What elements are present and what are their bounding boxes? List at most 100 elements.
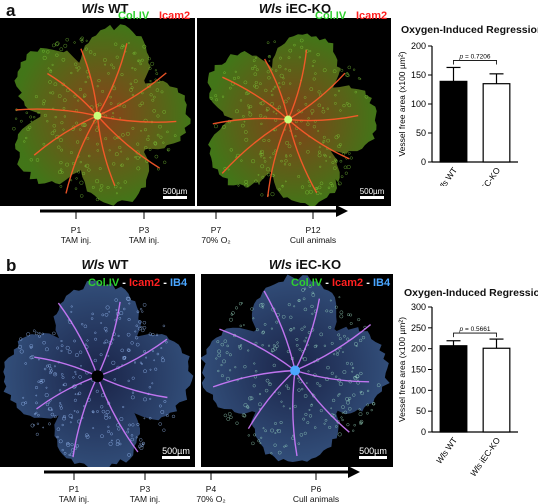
capillary-mesh: [92, 427, 95, 430]
capillary-mesh: [342, 370, 347, 374]
capillary-mesh: [260, 122, 263, 126]
capillary-mesh: [285, 154, 288, 157]
capillary-mesh: [275, 320, 279, 324]
capillary-mesh: [287, 144, 292, 149]
capillary-mesh: [85, 39, 88, 42]
capillary-mesh: [158, 124, 162, 129]
bar: [439, 345, 468, 433]
capillary-mesh: [312, 59, 316, 63]
capillary-mesh: [127, 453, 131, 457]
capillary-mesh: [104, 312, 109, 317]
capillary-mesh: [307, 370, 310, 373]
retinal-vessel: [96, 376, 139, 453]
capillary-mesh: [287, 56, 291, 60]
capillary-mesh: [277, 64, 282, 69]
capillary-mesh: [59, 47, 64, 52]
capillary-mesh: [346, 164, 351, 170]
capillary-mesh: [328, 425, 332, 429]
capillary-mesh: [322, 135, 326, 139]
capillary-mesh: [234, 70, 237, 73]
y-tick-label: 50: [416, 406, 426, 416]
capillary-mesh: [56, 435, 59, 439]
capillary-mesh: [299, 433, 304, 437]
capillary-mesh: [252, 384, 256, 388]
capillary-mesh: [297, 299, 301, 302]
capillary-mesh: [165, 414, 169, 418]
capillary-mesh: [33, 412, 37, 416]
capillary-mesh: [22, 396, 25, 399]
capillary-mesh: [265, 378, 270, 383]
capillary-mesh: [321, 109, 326, 114]
capillary-mesh: [108, 441, 113, 446]
capillary-mesh: [345, 361, 349, 365]
capillary-mesh: [229, 148, 233, 152]
capillary-mesh: [315, 344, 318, 347]
capillary-mesh: [131, 126, 135, 130]
capillary-mesh: [51, 43, 56, 48]
capillary-mesh: [343, 334, 346, 338]
capillary-mesh: [312, 125, 317, 129]
capillary-mesh: [272, 174, 275, 177]
capillary-mesh: [297, 442, 301, 445]
capillary-mesh: [139, 156, 142, 159]
y-tick-label: 0: [421, 157, 426, 167]
retinal-vessel: [294, 324, 372, 372]
capillary-mesh: [346, 423, 350, 427]
timeline-b-item: P4 70% O₂: [196, 484, 226, 504]
capillary-mesh: [237, 344, 241, 348]
capillary-mesh: [311, 113, 313, 115]
capillary-mesh: [122, 307, 126, 311]
capillary-mesh: [130, 434, 134, 437]
capillary-mesh: [261, 175, 265, 179]
capillary-mesh: [281, 314, 286, 319]
capillary-mesh: [98, 102, 102, 107]
capillary-mesh: [60, 339, 63, 343]
capillary-mesh: [270, 327, 273, 330]
capillary-mesh: [138, 103, 142, 107]
y-axis-label: Vessel free area (x100 µm²): [397, 317, 407, 422]
capillary-mesh: [267, 76, 271, 80]
capillary-mesh: [41, 332, 44, 336]
capillary-mesh: [65, 37, 69, 42]
capillary-mesh: [97, 78, 101, 83]
capillary-mesh: [284, 159, 288, 163]
capillary-mesh: [214, 94, 218, 98]
capillary-mesh: [309, 50, 312, 53]
panel-b-letter: b: [6, 256, 17, 275]
capillary-mesh: [135, 436, 138, 439]
capillary-mesh: [81, 123, 85, 127]
capillary-mesh: [231, 311, 235, 315]
panel-a-header-wt: Wls WT: [81, 1, 129, 16]
capillary-mesh: [306, 150, 310, 154]
capillary-mesh: [126, 430, 130, 434]
capillary-mesh: [243, 365, 247, 369]
retinal-vessel: [219, 328, 296, 372]
capillary-mesh: [340, 68, 344, 72]
capillary-mesh: [83, 123, 87, 127]
capillary-mesh: [61, 57, 66, 62]
capillary-mesh: [243, 324, 245, 326]
capillary-mesh: [123, 355, 127, 359]
capillary-mesh: [317, 153, 322, 158]
capillary-mesh: [331, 398, 336, 403]
retina-image-b-ko: [201, 274, 393, 467]
capillary-mesh: [342, 103, 346, 108]
capillary-mesh: [143, 350, 147, 353]
capillary-mesh: [341, 418, 344, 422]
capillary-mesh: [350, 362, 354, 366]
capillary-mesh: [126, 332, 131, 337]
y-tick-label: 150: [411, 365, 426, 375]
capillary-mesh: [366, 403, 370, 407]
capillary-mesh: [129, 88, 133, 92]
capillary-mesh: [109, 102, 113, 105]
timeline-a-item: P3 TAM inj.: [128, 225, 160, 245]
capillary-mesh: [249, 396, 254, 401]
capillary-mesh: [166, 147, 171, 152]
capillary-mesh: [105, 305, 110, 310]
capillary-mesh: [39, 379, 43, 383]
capillary-mesh: [359, 419, 364, 424]
capillary-mesh: [69, 151, 73, 155]
capillary-mesh: [141, 442, 145, 446]
capillary-mesh: [273, 40, 276, 43]
capillary-mesh: [273, 346, 278, 351]
